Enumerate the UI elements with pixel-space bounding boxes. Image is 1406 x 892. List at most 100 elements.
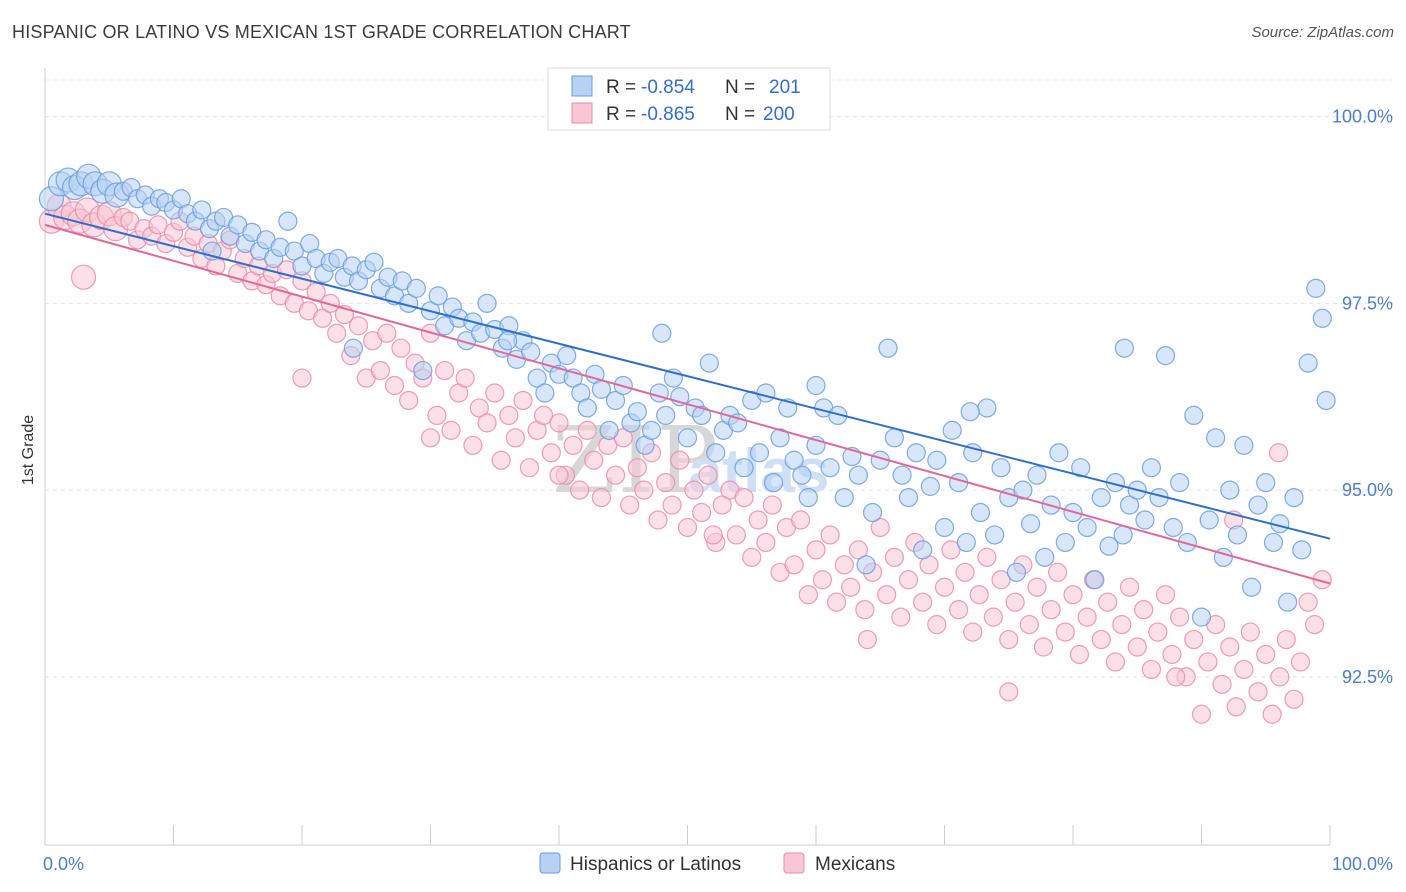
hispanics-point [1248,495,1268,515]
mexicans-point [983,607,1003,627]
hispanics-point [934,517,955,538]
hispanics-point [1013,480,1033,500]
hispanics-point [406,278,426,298]
mexicans-points [38,193,1332,724]
hispanics-point [278,211,298,231]
hispanics-point [343,338,363,358]
x-tick-label-max: 100.0% [1332,854,1393,874]
hispanics-point [1191,607,1212,627]
x-ticks [44,825,1331,845]
mexicans-point [1091,629,1111,650]
mexicans-point [790,510,811,530]
hispanics-points [38,163,1336,627]
trend-lines [44,212,1331,585]
mexicans-point [913,592,933,612]
mexicans-point [469,398,489,418]
mexicans-point [569,480,590,500]
mexicans-point [1248,682,1268,702]
mexicans-point [999,629,1019,650]
mexicans-point [1155,585,1176,605]
mexicans-point [463,435,483,455]
mexicans-point [391,338,411,358]
hispanics-point [1006,562,1027,582]
hispanics-point [577,398,597,418]
mexicans-point [1262,704,1282,724]
mexicans-point [577,420,597,440]
mexicans-point [420,428,441,448]
mexicans-point [748,510,768,530]
mexicans-point [348,316,369,336]
mexicans-point [312,308,333,328]
hispanics-point [1177,532,1197,553]
mexicans-point [1063,585,1083,605]
hispanics-point [862,502,883,523]
mexicans-point [734,487,754,508]
hispanics-point [763,473,784,493]
mexicans-point [955,562,975,582]
hispanics-point [1077,517,1097,538]
mexicans-point [977,547,997,567]
hispanics-point [1220,480,1240,500]
mexicans-point [1298,592,1318,612]
hispanics-point [477,293,497,313]
mexicans-point [1055,622,1075,642]
mexicans-point [949,600,969,620]
mexicans-point [1041,600,1061,620]
stats-r-value-2: -0.865 [641,104,695,125]
hispanics-point [734,458,754,478]
hispanics-point [756,383,776,403]
hispanics-point [535,383,555,403]
hispanics-point [977,398,997,418]
hispanics-point [1306,278,1326,298]
legend-label-hispanics: Hispanics or Latinos [570,854,741,875]
mexicans-point [1019,615,1039,635]
hispanics-point [699,353,719,373]
mexicans-point [1256,644,1276,665]
mexicans-point [756,532,776,553]
stats-n-value-1: 201 [769,77,801,98]
hispanics-point [1163,517,1183,538]
y-tick-label: 97.5% [1342,293,1393,313]
hispanics-point [627,402,647,422]
mexicans-point [648,510,668,530]
mexicans-point [762,495,782,515]
mexicans-point [898,570,919,590]
hispanics-point [1119,495,1140,515]
hispanics-point [1114,338,1135,358]
mexicans-point [1005,592,1025,612]
hispanics-point [1141,458,1161,478]
hispanics-point [942,420,962,440]
mexicans-point [455,368,475,388]
mexicans-point [820,525,840,545]
mexicans-point [549,465,569,485]
mexicans-point [662,495,682,515]
hispanics-point [1242,577,1262,597]
mexicans-point [677,517,698,538]
hispanics-point [820,458,840,478]
mexicans-point [1270,667,1290,687]
hispanics-point [927,450,947,470]
mexicans-point [563,435,583,455]
mexicans-point [855,600,875,620]
chart-source: Source: ZipAtlas.com [1251,24,1394,41]
hispanics-point [1055,532,1075,553]
mexicans-point [591,487,612,508]
mexicans-point [857,629,878,650]
mexicans-point [1284,689,1304,709]
series-legend: Hispanics or Latinos Mexicans [539,852,895,875]
legend-swatch-mexicans [783,852,805,874]
hispanics-point [1035,547,1055,567]
hispanics-point [605,390,626,411]
mexicans-point [627,458,647,478]
mexicans-point [505,428,525,448]
mexicans-point [292,368,312,388]
hispanics-point [985,525,1005,545]
x-tick-label-min: 0.0% [43,854,84,874]
mexicans-point [1119,577,1140,597]
mexicans-point [1276,629,1296,650]
mexicans-point [435,360,455,381]
mexicans-point [1191,704,1212,724]
mexicans-point [620,495,640,515]
hispanics-point [652,323,672,343]
hispanics-point [784,450,804,470]
